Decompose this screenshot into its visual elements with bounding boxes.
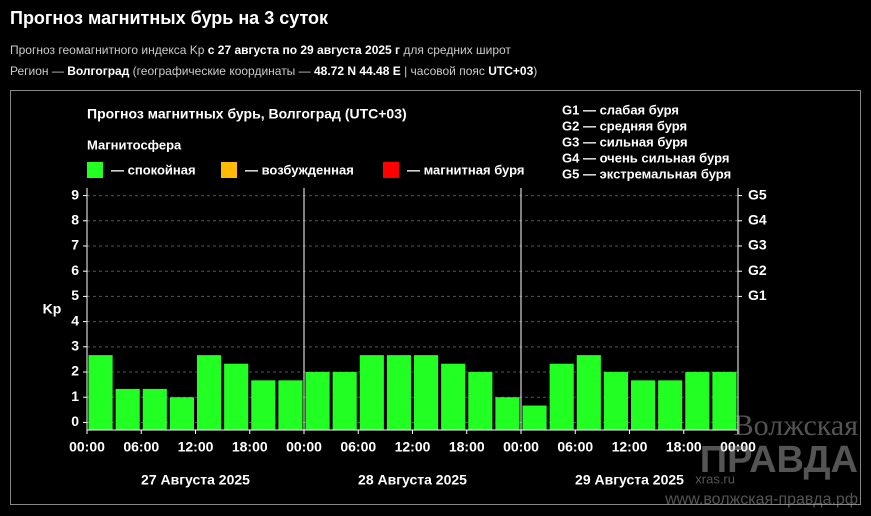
y-tick-label: 3 [71,338,79,354]
g-scale-note: G5 — экстремальная буря [562,166,731,181]
bar [305,372,330,430]
x-tick-label: 00:00 [720,439,756,455]
text: | часовой пояс [404,64,485,78]
legend-swatch [87,162,103,178]
bar [88,355,113,430]
bar [495,397,520,430]
text: Прогноз геомагнитного индекса Kp [10,43,205,57]
x-tick-label: 00:00 [503,439,539,455]
header: Прогноз магнитных бурь на 3 суток Прогно… [10,0,860,85]
y-tick-label: 5 [71,287,79,303]
x-tick-label: 18:00 [449,439,485,455]
bar [169,397,194,430]
g-scale-note: G2 — средняя буря [562,118,687,133]
g-scale-note: G3 — сильная буря [562,134,688,149]
text: ) [533,64,538,78]
y-tick-label: 9 [71,186,79,202]
legend-label: — возбужденная [245,162,354,177]
y2-tick-label: G1 [748,287,767,303]
legend-title: Магнитосфера [87,137,182,152]
bar [142,388,167,430]
bar [441,363,466,430]
x-tick-label: 18:00 [232,439,268,455]
x-tick-label: 12:00 [178,439,214,455]
text: для средних широт [403,43,511,57]
x-tick-label: 06:00 [557,439,593,455]
y-tick-label: 1 [71,388,79,404]
text: с 27 августа по 29 августа 2025 г [207,43,401,57]
watermark-text: ПРАВДА [700,439,858,481]
day-label: 29 Августа 2025 [575,472,684,488]
bar [576,355,601,430]
legend-swatch [221,162,237,178]
bar [197,355,222,430]
legend-label: — магнитная буря [407,162,524,177]
y-tick-label: 0 [71,413,79,429]
text: Волгоград [67,64,130,78]
bar [332,372,357,430]
bar [549,363,574,430]
chart-title: Прогноз магнитных бурь, Волгоград (UTC+0… [87,106,407,122]
bar [386,355,411,430]
text: UTC+03 [488,64,534,78]
bar [522,405,547,430]
chart-frame [10,90,861,505]
y-tick-label: 2 [71,363,79,379]
bar [712,372,737,430]
bar [603,372,628,430]
legend-swatch [383,162,399,178]
bar [359,355,384,430]
bar [414,355,439,430]
watermark: Волжская ПРАВДА xras.ru www.волжская-пра… [664,409,858,508]
page-title: Прогноз магнитных бурь на 3 суток [10,8,329,28]
g-scale-note: G1 — слабая буря [562,102,679,117]
watermark-text: xras.ru [695,471,735,486]
bar [685,372,710,430]
y2-tick-label: G3 [748,237,767,253]
text: (географические координаты — [132,64,311,78]
watermark-text: Волжская [734,409,859,442]
bar [658,380,683,430]
watermark-text: www.волжская-правда.рф [664,491,858,508]
y-tick-label: 8 [71,211,79,227]
y-tick-label: 4 [71,312,79,328]
legend-label: — спокойная [111,162,196,177]
bar [631,380,656,430]
x-tick-label: 18:00 [666,439,702,455]
bar [251,380,276,430]
text: Регион — [10,64,64,78]
y2-tick-label: G5 [748,186,767,202]
day-label: 27 Августа 2025 [141,472,250,488]
x-tick-label: 12:00 [612,439,648,455]
x-tick-label: 00:00 [69,439,105,455]
x-tick-label: 12:00 [395,439,431,455]
bar [468,372,493,430]
x-tick-label: 06:00 [123,439,159,455]
y2-tick-label: G2 [748,262,767,278]
subtitle: Регион — Волгоград (географические коорд… [10,64,860,78]
x-tick-label: 00:00 [286,439,322,455]
day-label: 28 Августа 2025 [358,472,467,488]
y-tick-label: 6 [71,262,79,278]
subtitle: Прогноз геомагнитного индекса Kp с 27 ав… [10,43,860,57]
text: 48.72 N 44.48 E [314,64,401,78]
y-tick-label: 7 [71,237,79,253]
bar [115,388,140,430]
bar [224,363,249,430]
bar [278,380,303,430]
g-scale-note: G4 — очень сильная буря [562,150,729,165]
x-tick-label: 06:00 [340,439,376,455]
y-axis-label: Kp [43,301,62,317]
y2-tick-label: G4 [748,211,767,227]
